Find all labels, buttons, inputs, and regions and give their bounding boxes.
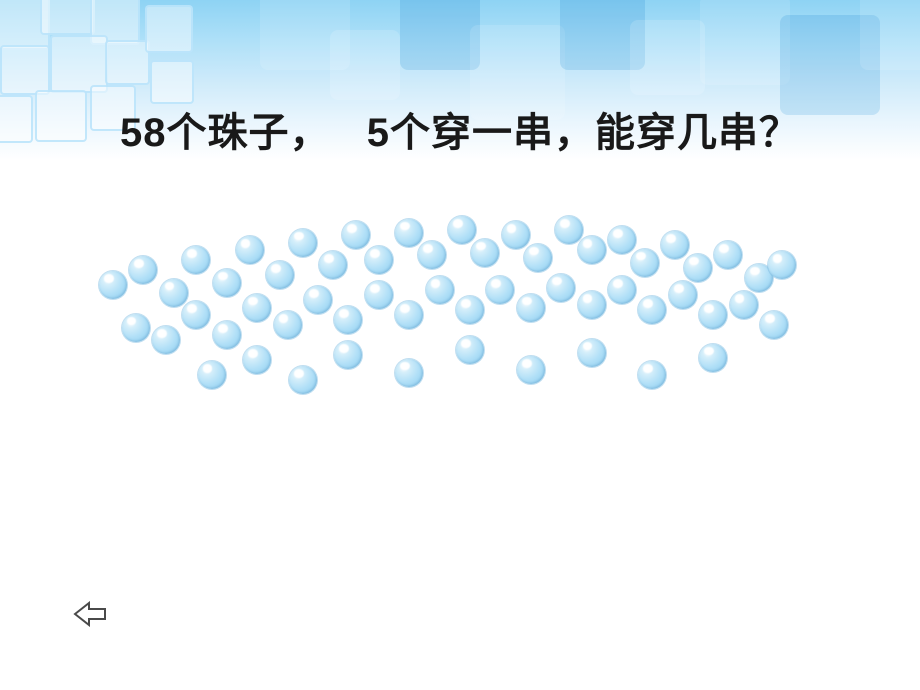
bead [418, 241, 446, 269]
bg-glass-square [630, 20, 705, 95]
bead [768, 251, 796, 279]
bead [152, 326, 180, 354]
bead [122, 314, 150, 342]
beads-area [90, 215, 850, 465]
bead [182, 301, 210, 329]
bead [426, 276, 454, 304]
bead [714, 241, 742, 269]
bead [608, 276, 636, 304]
bead [289, 366, 317, 394]
bead [365, 246, 393, 274]
bead [243, 294, 271, 322]
bg-corner-square [145, 5, 193, 53]
bead [578, 236, 606, 264]
bead [213, 269, 241, 297]
bead [638, 361, 666, 389]
bead [395, 359, 423, 387]
nav-back-button[interactable] [70, 598, 110, 630]
bead [182, 246, 210, 274]
bead [578, 291, 606, 319]
bead [486, 276, 514, 304]
bg-glass-square [860, 0, 920, 70]
bead [236, 236, 264, 264]
bead [456, 336, 484, 364]
bead [555, 216, 583, 244]
bg-glass-square [400, 0, 480, 70]
bead [274, 311, 302, 339]
bg-corner-square [40, 0, 95, 35]
bead [760, 311, 788, 339]
bead [669, 281, 697, 309]
bead [129, 256, 157, 284]
bead [365, 281, 393, 309]
bead [631, 249, 659, 277]
bead [684, 254, 712, 282]
bg-corner-square [0, 45, 50, 95]
bead [638, 296, 666, 324]
bead [319, 251, 347, 279]
bead [342, 221, 370, 249]
bg-glass-square [330, 30, 400, 100]
bead [699, 301, 727, 329]
question-text: 58个珠子， 5个穿一串，能穿几串？ [0, 100, 920, 158]
bead [524, 244, 552, 272]
bead [608, 226, 636, 254]
bead [517, 356, 545, 384]
bead [471, 239, 499, 267]
bead [289, 229, 317, 257]
bead [304, 286, 332, 314]
nav-back-icon [73, 601, 107, 627]
bg-glass-square [700, 0, 790, 85]
bead [502, 221, 530, 249]
bead [517, 294, 545, 322]
bg-corner-square [150, 60, 194, 104]
bead [578, 339, 606, 367]
bead [334, 341, 362, 369]
bead [395, 219, 423, 247]
bead [699, 344, 727, 372]
bead [334, 306, 362, 334]
bead [661, 231, 689, 259]
slide-root: 58个珠子， 5个穿一串，能穿几串？ [0, 0, 920, 690]
bead [243, 346, 271, 374]
bead [266, 261, 294, 289]
bead [448, 216, 476, 244]
bead [547, 274, 575, 302]
bead [198, 361, 226, 389]
bead [160, 279, 188, 307]
bead [213, 321, 241, 349]
bead [395, 301, 423, 329]
bead [99, 271, 127, 299]
bead [730, 291, 758, 319]
bg-corner-square [105, 40, 150, 85]
bead [456, 296, 484, 324]
